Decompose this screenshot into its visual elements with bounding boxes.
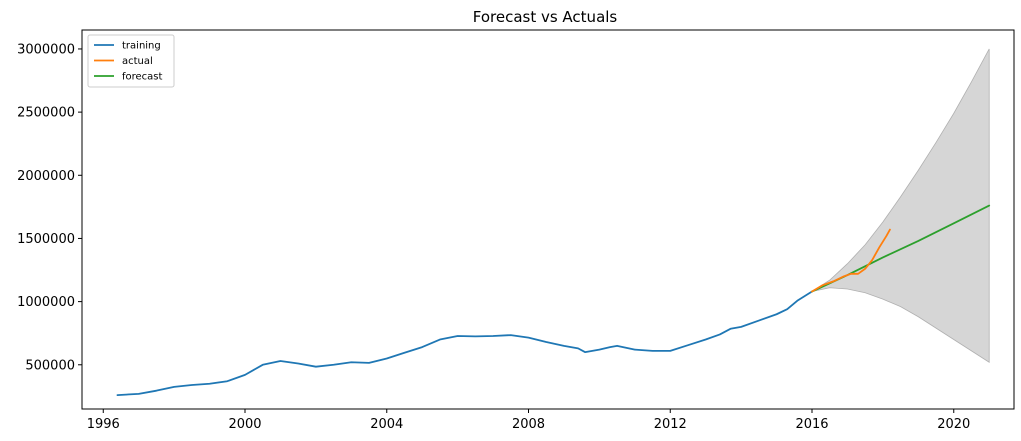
legend: training actual forecast [87, 34, 175, 88]
series-layer [116, 204, 991, 397]
y-tick-label: 2000000 [17, 169, 75, 184]
y-tick-label: 2500000 [17, 106, 75, 121]
x-tick-label: 2016 [795, 417, 828, 432]
chart-title: Forecast vs Actuals [473, 8, 618, 26]
confidence-band-layer [811, 48, 990, 363]
y-axis: 500000 1000000 1500000 2000000 2500000 300000… [17, 42, 82, 373]
x-tick-label: 2008 [512, 417, 545, 432]
x-tick-label: 2000 [228, 417, 261, 432]
y-tick-label: 3000000 [17, 42, 75, 57]
confidence-band [811, 48, 990, 363]
x-tick-label: 2004 [370, 417, 403, 432]
x-tick-label: 2012 [654, 417, 687, 432]
x-axis: 1996 2000 2004 2008 2012 2016 2020 [87, 409, 970, 432]
legend-label-forecast: forecast [122, 72, 163, 83]
legend-box [87, 34, 175, 88]
x-tick-label: 1996 [87, 417, 120, 432]
legend-label-actual: actual [122, 56, 153, 67]
x-tick-label: 2020 [937, 417, 970, 432]
y-tick-label: 1500000 [17, 232, 75, 247]
series-line-actual [811, 228, 891, 293]
y-tick-label: 1000000 [17, 295, 75, 310]
plot-frame [81, 29, 1015, 410]
series-line-training [116, 290, 813, 397]
legend-label-training: training [122, 41, 161, 52]
y-tick-label: 500000 [25, 358, 75, 373]
